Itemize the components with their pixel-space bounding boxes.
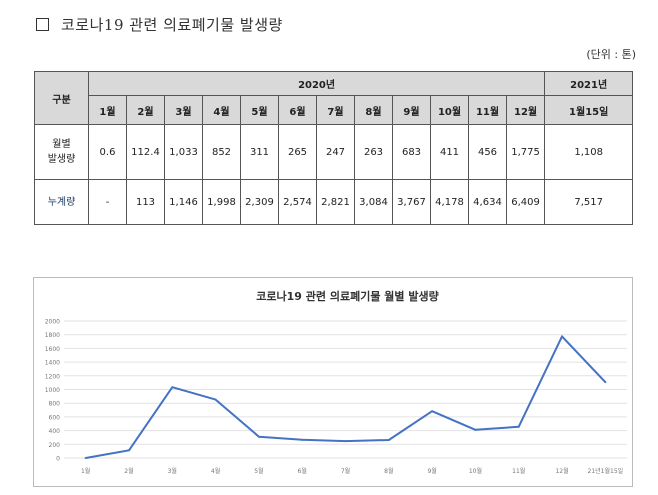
x-tick-label: 4월 bbox=[211, 467, 220, 475]
table-cell: 6,409 bbox=[505, 179, 546, 225]
table-cell: 112.4 bbox=[126, 124, 165, 180]
x-tick-label: 21년1월15일 bbox=[588, 467, 624, 475]
x-tick-label: 5월 bbox=[254, 467, 263, 475]
data-point bbox=[431, 410, 434, 413]
table-cell: 1,033 bbox=[164, 124, 203, 180]
x-tick-label: 2월 bbox=[124, 467, 133, 475]
table-row: 월별 발생량 0.6 112.4 1,033 852 311 265 247 263 683 411… bbox=[34, 124, 634, 180]
y-tick-label: 600 bbox=[49, 414, 61, 421]
chart-title: 코로나19 관련 의료폐기물 월별 발생량 bbox=[256, 289, 438, 303]
month-header: 5월 bbox=[240, 95, 279, 125]
table-cell: 2,821 bbox=[316, 179, 355, 225]
table-cell: 0.6 bbox=[88, 124, 127, 180]
table-cell: 852 bbox=[202, 124, 241, 180]
data-point bbox=[301, 438, 304, 441]
unit-label: (단위 : 톤) bbox=[586, 48, 636, 61]
table-cell: 3,767 bbox=[392, 179, 431, 225]
month-header: 8월 bbox=[354, 95, 393, 125]
data-point bbox=[214, 398, 217, 401]
data-point bbox=[561, 335, 564, 338]
month-header: 10월 bbox=[430, 95, 469, 125]
table-cell: 411 bbox=[430, 124, 469, 180]
y-tick-label: 800 bbox=[49, 401, 61, 408]
header-year-2020: 2020년 bbox=[87, 71, 546, 96]
month-header: 9월 bbox=[392, 95, 431, 125]
data-point bbox=[387, 438, 390, 441]
data-point bbox=[127, 449, 130, 452]
checkbox-icon bbox=[36, 17, 49, 31]
series-line bbox=[85, 335, 607, 459]
y-tick-label: 1000 bbox=[45, 387, 60, 394]
month-header: 6월 bbox=[278, 95, 317, 125]
table-cell: 311 bbox=[240, 124, 279, 180]
y-tick-label: 1400 bbox=[45, 360, 60, 367]
x-tick-label: 7월 bbox=[341, 467, 350, 475]
data-point bbox=[84, 456, 87, 459]
table-cell: 263 bbox=[354, 124, 393, 180]
data-point bbox=[257, 435, 260, 438]
table-row: 누계량 -113 1,146 1,998 2,309 2,574 2,821 3,084 3,7… bbox=[34, 179, 634, 225]
data-point bbox=[171, 386, 174, 389]
data-point bbox=[517, 425, 520, 428]
heading-row: 코로나19 관련 의료폐기물 발생량 bbox=[36, 12, 283, 36]
row-label: 누계량 bbox=[34, 179, 89, 225]
data-point bbox=[604, 381, 607, 384]
month-header: 7월 bbox=[316, 95, 355, 125]
table-cell: 2,574 bbox=[278, 179, 317, 225]
data-table: 구분 2020년 2021년 1월 2월 3월 4월 5월 6월 7월 8월 9월 10월 11월 1… bbox=[34, 71, 634, 225]
x-tick-label: 11월 bbox=[512, 467, 525, 475]
line-chart-panel: 코로나19 관련 의료폐기물 월별 발생량 0 200 400 600 800 1000 12… bbox=[33, 277, 633, 487]
table-cell: 265 bbox=[278, 124, 317, 180]
month-header: 4월 bbox=[202, 95, 241, 125]
header-year-2021: 2021년 bbox=[544, 71, 634, 96]
table-cell: 1,146 bbox=[164, 179, 203, 225]
y-tick-label: 400 bbox=[49, 428, 61, 435]
data-point bbox=[344, 440, 347, 443]
x-tick-label: 6월 bbox=[298, 467, 307, 475]
table-cell: 2,309 bbox=[240, 179, 279, 225]
table-cell: 683 bbox=[392, 124, 431, 180]
month-header: 3월 bbox=[164, 95, 203, 125]
table-cell: 4,634 bbox=[468, 179, 507, 225]
line-chart: 코로나19 관련 의료폐기물 월별 발생량 0 200 400 600 800 1000 12… bbox=[45, 289, 627, 475]
data-point bbox=[474, 428, 477, 431]
y-tick-label: 2000 bbox=[45, 319, 60, 326]
x-tick-label: 3월 bbox=[168, 467, 177, 475]
y-tick-label: 1800 bbox=[45, 332, 60, 339]
x-tick-label: 1월 bbox=[81, 467, 90, 475]
table-cell: 7,517 bbox=[544, 179, 634, 225]
x-tick-label: 12월 bbox=[555, 467, 568, 475]
table-cell: 456 bbox=[468, 124, 507, 180]
table-cell: 1,108 bbox=[544, 124, 634, 180]
table-cell: 113 bbox=[126, 179, 165, 225]
header-category: 구분 bbox=[34, 71, 89, 125]
y-tick-label: 1600 bbox=[45, 346, 60, 353]
table-cell: 247 bbox=[316, 124, 355, 180]
table-cell: - bbox=[88, 179, 127, 225]
table-cell: 4,178 bbox=[430, 179, 469, 225]
x-tick-label: 9월 bbox=[427, 467, 436, 475]
month-header-row: 1월 2월 3월 4월 5월 6월 7월 8월 9월 10월 11월 12월 1월15일 bbox=[35, 95, 634, 125]
table-cell: 1,775 bbox=[505, 124, 546, 180]
table-cell: 3,084 bbox=[354, 179, 393, 225]
row-label: 월별 발생량 bbox=[34, 124, 89, 180]
month-header: 1월 bbox=[88, 95, 127, 125]
month-header: 1월15일 bbox=[544, 95, 634, 125]
y-tick-label: 200 bbox=[49, 442, 61, 449]
month-header: 2월 bbox=[126, 95, 165, 125]
x-tick-label: 10월 bbox=[469, 467, 482, 475]
month-header: 11월 bbox=[468, 95, 507, 125]
x-tick-label: 8월 bbox=[384, 467, 393, 475]
table-cell: 1,998 bbox=[202, 179, 241, 225]
y-tick-label: 0 bbox=[56, 456, 60, 463]
page-title: 코로나19 관련 의료폐기물 발생량 bbox=[61, 15, 283, 34]
month-header: 12월 bbox=[505, 95, 546, 125]
y-tick-label: 1200 bbox=[45, 373, 60, 380]
